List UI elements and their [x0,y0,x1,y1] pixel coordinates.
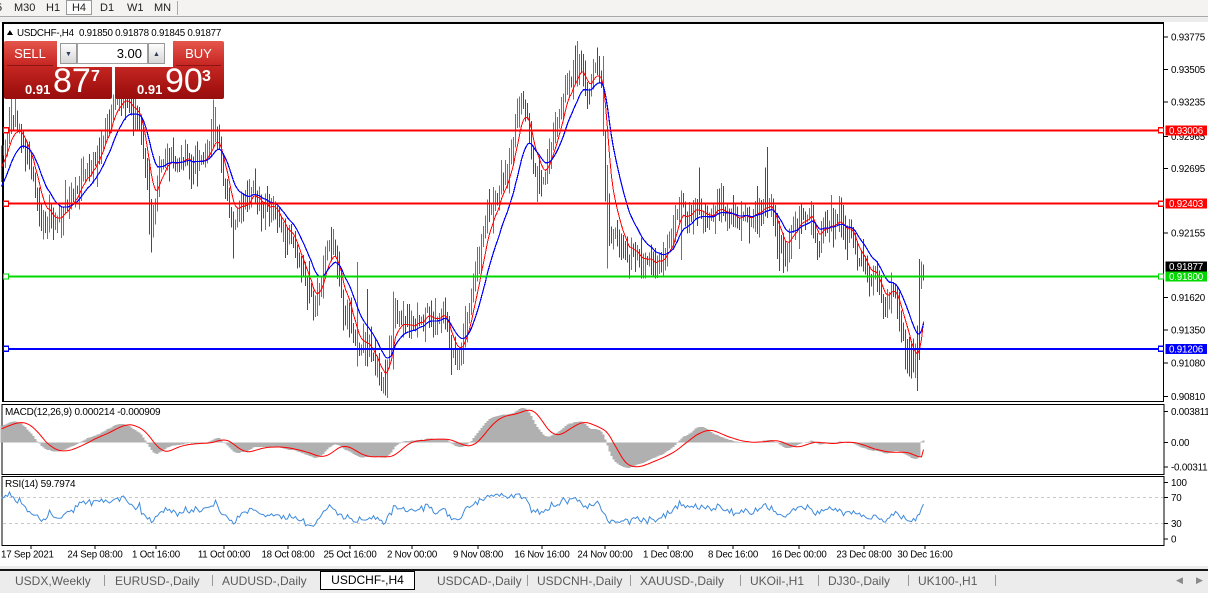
svg-text:0.91080: 0.91080 [1171,359,1206,370]
svg-text:0.00: 0.00 [1171,438,1190,449]
svg-text:11 Oct 00:00: 11 Oct 00:00 [198,550,251,561]
svg-text:1 Oct 16:00: 1 Oct 16:00 [132,550,181,561]
svg-text:30 Dec 16:00: 30 Dec 16:00 [897,550,953,561]
svg-text:0.92155: 0.92155 [1171,229,1206,240]
svg-text:0.92695: 0.92695 [1171,164,1206,175]
svg-text:23 Dec 08:00: 23 Dec 08:00 [836,550,892,561]
svg-text:0.91620: 0.91620 [1171,293,1206,304]
svg-text:0.92965: 0.92965 [1171,132,1206,143]
svg-text:-0.003115: -0.003115 [1171,462,1208,473]
svg-text:RSI(14) 59.7974: RSI(14) 59.7974 [5,479,76,490]
svg-text:USDCHF-,H4: USDCHF-,H4 [17,28,75,39]
svg-text:0.93235: 0.93235 [1171,98,1206,109]
svg-text:0: 0 [1171,535,1177,546]
svg-text:0.93775: 0.93775 [1171,33,1206,44]
svg-text:25 Oct 16:00: 25 Oct 16:00 [323,550,377,561]
svg-text:0.90810: 0.90810 [1171,392,1206,403]
svg-text:100: 100 [1171,478,1187,489]
svg-text:9 Nov 08:00: 9 Nov 08:00 [453,550,504,561]
svg-text:0.91850 0.91878 0.91845 0.9187: 0.91850 0.91878 0.91845 0.91877 [79,28,221,39]
svg-text:0.93505: 0.93505 [1171,65,1206,76]
svg-text:30: 30 [1171,519,1182,530]
svg-text:18 Oct 08:00: 18 Oct 08:00 [261,550,315,561]
svg-text:8 Dec 16:00: 8 Dec 16:00 [708,550,759,561]
svg-text:70: 70 [1171,493,1182,504]
svg-text:0.91877: 0.91877 [1169,262,1203,273]
svg-text:2 Nov 00:00: 2 Nov 00:00 [387,550,438,561]
svg-text:0.91800: 0.91800 [1169,272,1204,283]
svg-text:MACD(12,26,9) 0.000214 -0.0009: MACD(12,26,9) 0.000214 -0.000909 [5,407,161,418]
svg-text:0.92403: 0.92403 [1169,199,1204,210]
svg-text:24 Nov 00:00: 24 Nov 00:00 [577,550,633,561]
svg-text:17 Sep 2021: 17 Sep 2021 [1,550,54,561]
svg-text:24 Sep 08:00: 24 Sep 08:00 [67,550,123,561]
svg-text:0.003811: 0.003811 [1171,407,1208,418]
svg-text:0.91350: 0.91350 [1171,326,1206,337]
svg-text:1 Dec 08:00: 1 Dec 08:00 [643,550,694,561]
svg-text:16 Nov 16:00: 16 Nov 16:00 [514,550,570,561]
svg-text:16 Dec 00:00: 16 Dec 00:00 [771,550,827,561]
svg-text:0.93006: 0.93006 [1169,126,1204,137]
svg-text:0.91206: 0.91206 [1169,344,1204,355]
